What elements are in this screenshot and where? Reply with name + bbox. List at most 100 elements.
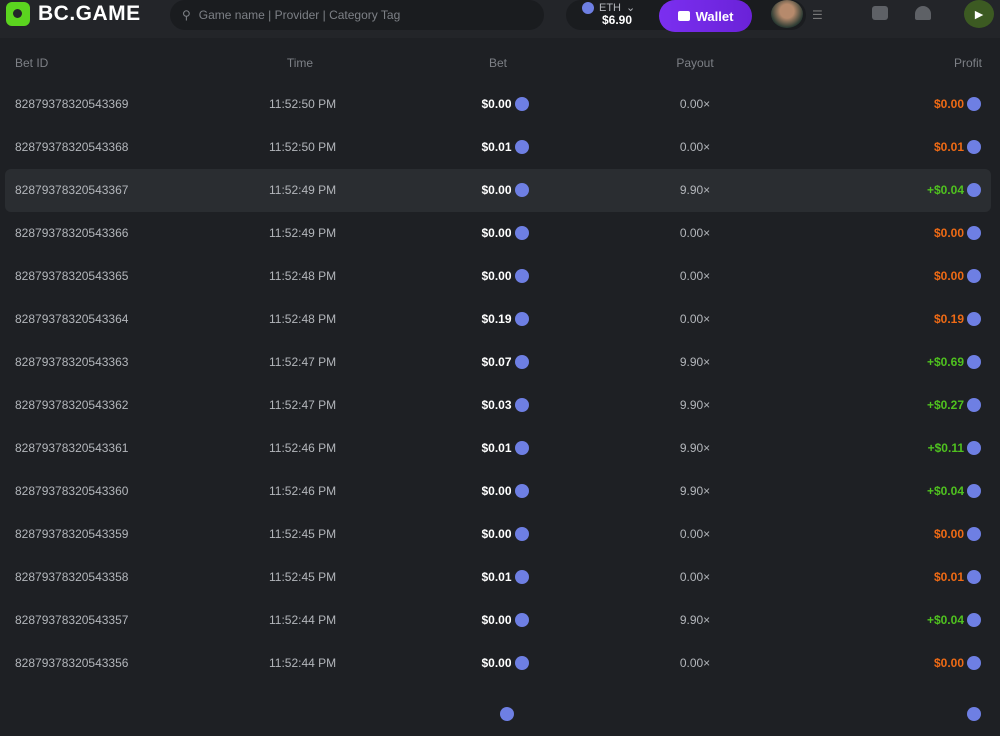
bell-icon[interactable] [915,6,931,20]
bet-value: $0.01 [481,140,512,154]
eth-icon [514,268,529,283]
table-row[interactable]: 82879378320543367 11:52:49 PM $0.00 9.90… [5,169,991,212]
eth-icon [514,354,529,369]
bet-amount: $0.01 [445,556,565,599]
table-row[interactable]: 82879378320543358 11:52:45 PM $0.01 0.00… [5,556,991,599]
eth-icon [582,1,594,14]
eth-icon [514,225,529,240]
table-row[interactable]: 82879378320543361 11:52:46 PM $0.01 9.90… [5,427,991,470]
bet-id[interactable]: 82879378320543364 [15,312,129,326]
bet-id[interactable]: 82879378320543359 [15,527,129,541]
eth-icon [514,655,529,670]
eth-icon [967,706,981,721]
eth-icon [967,440,981,455]
bet-id[interactable]: 82879378320543366 [15,226,129,240]
bet-amount: $0.00 [445,255,565,298]
bet-amount: $0.01 [445,427,565,470]
table-row[interactable]: 82879378320543368 11:52:50 PM $0.01 0.00… [5,126,991,169]
col-bet: Bet [488,56,507,70]
bet-id[interactable]: 82879378320543360 [15,484,129,498]
bet-amount: $0.00 [445,169,565,212]
profit: +$0.11 [928,427,981,470]
bet-id[interactable]: 82879378320543369 [15,97,129,111]
table-header: Bet ID Time Bet Payout Profit [0,55,1000,71]
bet-id[interactable]: 82879378320543356 [15,656,129,670]
table-row[interactable]: 82879378320543362 11:52:47 PM $0.03 9.90… [5,384,991,427]
bet-value: $0.01 [481,570,512,584]
bet-value: $0.03 [481,398,512,412]
eth-icon [967,526,981,541]
chat-icon[interactable]: ► [964,0,994,28]
wallet-icon [677,11,690,21]
bet-time: 11:52:44 PM [269,656,337,670]
profit-value: $0.00 [933,97,964,111]
eth-icon [967,483,981,498]
table-row[interactable]: 82879378320543359 11:52:45 PM $0.00 0.00… [5,513,991,556]
bet-value: $0.07 [481,355,512,369]
payout: 0.00× [679,527,711,541]
bet-id[interactable]: 82879378320543362 [15,398,129,412]
profit: +$0.27 [927,384,981,427]
currency-select[interactable]: ETH ⌄ [582,1,635,14]
bet-amount: $0.07 [445,341,565,384]
eth-icon [967,569,981,584]
bet-value: $0.00 [481,183,512,197]
avatar[interactable] [771,0,803,28]
chevron-down-icon: ⌄ [626,2,636,14]
eth-icon [967,354,981,369]
wallet-button[interactable]: Wallet [659,0,752,32]
logo[interactable]: BC.GAME [6,2,141,26]
bet-id[interactable]: 82879378320543368 [15,140,129,154]
search-input[interactable]: ⚲ Game name | Provider | Category Tag [170,0,544,30]
eth-icon [514,182,529,197]
bet-value: $0.00 [481,527,512,541]
mail-icon[interactable] [872,6,888,20]
payout: 9.90× [679,441,711,455]
col-bet-id: Bet ID [15,56,49,70]
search-placeholder: Game name | Provider | Category Tag [198,8,401,22]
table-row[interactable]: 82879378320543364 11:52:48 PM $0.19 0.00… [5,298,991,341]
bet-time: 11:52:45 PM [269,570,337,584]
eth-icon [514,569,529,584]
eth-icon [514,612,529,627]
profit-value: $0.00 [933,656,964,670]
bet-value: $0.01 [481,441,512,455]
bet-time: 11:52:47 PM [269,398,337,412]
bet-time: 11:52:50 PM [269,140,337,154]
bet-id[interactable]: 82879378320543363 [15,355,129,369]
profit: $0.00 [934,255,981,298]
bet-value: $0.00 [481,226,512,240]
bet-time: 11:52:47 PM [269,355,337,369]
payout: 0.00× [679,312,711,326]
bet-id[interactable]: 82879378320543358 [15,570,129,584]
eth-icon [967,397,981,412]
eth-icon [967,139,981,154]
profit: +$0.04 [927,470,981,513]
table-row[interactable]: 82879378320543363 11:52:47 PM $0.07 9.90… [5,341,991,384]
bet-value: $0.00 [481,656,512,670]
brand-name: BC.GAME [38,2,141,25]
bet-id[interactable]: 82879378320543365 [15,269,129,283]
table-row[interactable]: 82879378320543357 11:52:44 PM $0.00 9.90… [5,599,991,642]
bet-amount: $0.00 [445,470,565,513]
menu-icon[interactable]: ☰ [812,8,823,22]
payout: 9.90× [679,355,711,369]
eth-icon [514,526,529,541]
bet-time: 11:52:46 PM [269,441,337,455]
table-row[interactable]: 82879378320543369 11:52:50 PM $0.00 0.00… [5,83,991,126]
eth-icon [967,311,981,326]
table-row[interactable]: 82879378320543365 11:52:48 PM $0.00 0.00… [5,255,991,298]
eth-icon [514,440,529,455]
col-profit: Profit [953,56,982,70]
profit-value: $0.19 [933,312,964,326]
bet-id[interactable]: 82879378320543361 [15,441,129,455]
bet-id[interactable]: 82879378320543357 [15,613,129,627]
bet-amount: $0.00 [445,513,565,556]
table-row[interactable]: 82879378320543366 11:52:49 PM $0.00 0.00… [5,212,991,255]
table-row[interactable]: 82879378320543356 11:52:44 PM $0.00 0.00… [5,642,991,685]
profit: $0.01 [934,126,981,169]
table-row[interactable]: 82879378320543360 11:52:46 PM $0.00 9.90… [5,470,991,513]
bet-id[interactable]: 82879378320543367 [15,183,129,197]
top-bar: BC.GAME ⚲ Game name | Provider | Category… [0,0,1000,38]
bet-amount: $0.00 [445,83,565,126]
